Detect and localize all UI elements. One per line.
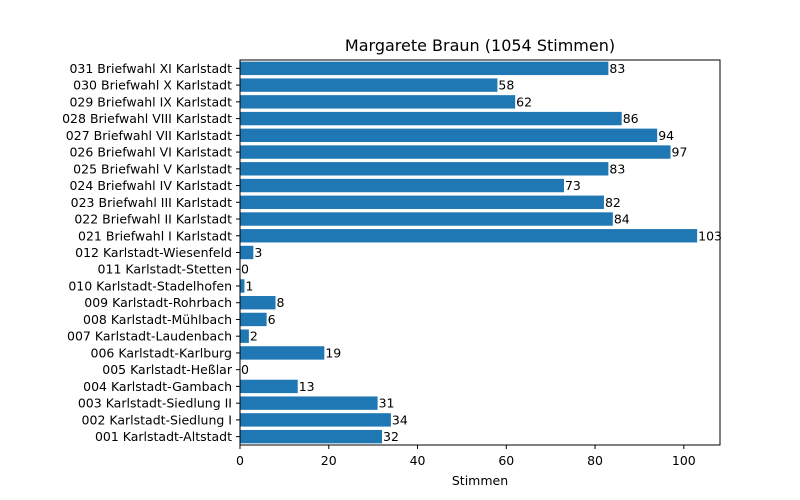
data-label: 97 [672,145,688,160]
bar [240,312,267,327]
y-tick-label: 004 Karlstadt-Gambach [83,379,232,394]
x-tick-label: 60 [498,453,514,468]
bar [240,178,564,193]
x-tick-label: 20 [321,453,337,468]
data-label: 62 [516,94,532,109]
data-label: 3 [254,245,262,260]
y-tick-label: 026 Briefwahl VI Karlstadt [69,145,232,160]
y-tick-label: 006 Karlstadt-Karlburg [91,345,232,360]
y-tick-label: 012 Karlstadt-Wiesenfeld [75,245,232,260]
bar [240,379,298,394]
data-label: 83 [609,61,625,76]
bar [240,78,498,92]
y-tick-label: 029 Briefwahl IX Karlstadt [69,94,232,109]
data-label: 8 [277,295,285,310]
data-label: 32 [383,429,399,444]
y-tick-label: 023 Briefwahl III Karlstadt [71,195,232,210]
y-tick-label: 008 Karlstadt-Mühlbach [83,312,232,327]
bars-group [240,61,698,444]
y-tick-label: 021 Briefwahl I Karlstadt [78,228,232,243]
y-tick-label: 005 Karlstadt-Heßlar [102,362,233,377]
data-label: 58 [498,78,514,93]
x-tick-label: 100 [672,453,696,468]
x-tick-label: 40 [410,453,426,468]
category-labels-group: 001 Karlstadt-Altstadt 002 Karlstadt-Sied… [62,61,240,444]
bar [240,329,249,343]
data-label: 84 [614,212,630,227]
bar [240,296,276,310]
bar [240,346,325,360]
data-label: 103 [698,228,722,243]
bar [240,212,613,226]
data-label: 73 [565,178,581,193]
bar [240,229,698,243]
data-label: 13 [299,379,315,394]
y-tick-label: 027 Briefwahl VII Karlstadt [66,128,232,143]
y-tick-label: 030 Briefwahl X Karlstadt [73,78,232,93]
bar [240,429,383,444]
y-tick-label: 028 Briefwahl VIII Karlstadt [62,111,232,126]
data-label: 82 [605,195,621,210]
x-tick-label: 80 [587,453,603,468]
data-label: 0 [241,362,249,377]
bar [240,95,516,109]
bar [240,145,671,159]
data-label: 86 [623,111,639,126]
y-tick-label: 007 Karlstadt-Laudenbach [67,329,232,344]
y-tick-label: 024 Briefwahl IV Karlstadt [69,178,232,193]
y-tick-label: 011 Karlstadt-Stetten [98,262,232,277]
bar [240,111,622,126]
data-label: 2 [250,329,258,344]
bar [240,279,245,293]
plot-frame [239,59,721,446]
data-label: 0 [241,262,249,277]
y-tick-label: 022 Briefwahl II Karlstadt [74,212,232,227]
y-tick-label: 003 Karlstadt-Siedlung II [78,396,232,411]
data-label: 31 [379,396,395,411]
y-tick-label: 002 Karlstadt-Siedlung I [82,412,232,427]
data-label: 94 [658,128,674,143]
y-tick-label: 001 Karlstadt-Altstadt [95,429,232,444]
data-label: 6 [268,312,276,327]
data-label: 19 [325,345,341,360]
chart-title: Margarete Braun (1054 Stimmen) [345,36,615,55]
data-label: 1 [245,278,253,293]
y-tick-label: 025 Briefwahl V Karlstadt [73,161,232,176]
x-axis-label: Stimmen [452,473,508,488]
bar [240,245,254,260]
bar [240,61,609,76]
x-ticks-group: 0 20 40 60 80 100 [236,445,696,468]
y-tick-label: 031 Briefwahl XI Karlstadt [69,61,232,76]
data-label: 34 [392,412,408,427]
data-label: 83 [609,161,625,176]
bar [240,413,391,427]
bar [240,128,658,143]
bar [240,396,378,410]
y-tick-label: 010 Karlstadt-Stadelhofen [68,278,232,293]
y-tick-label: 009 Karlstadt-Rohrbach [84,295,232,310]
bar [240,162,609,176]
x-tick-label: 0 [236,453,244,468]
bar [240,195,604,209]
